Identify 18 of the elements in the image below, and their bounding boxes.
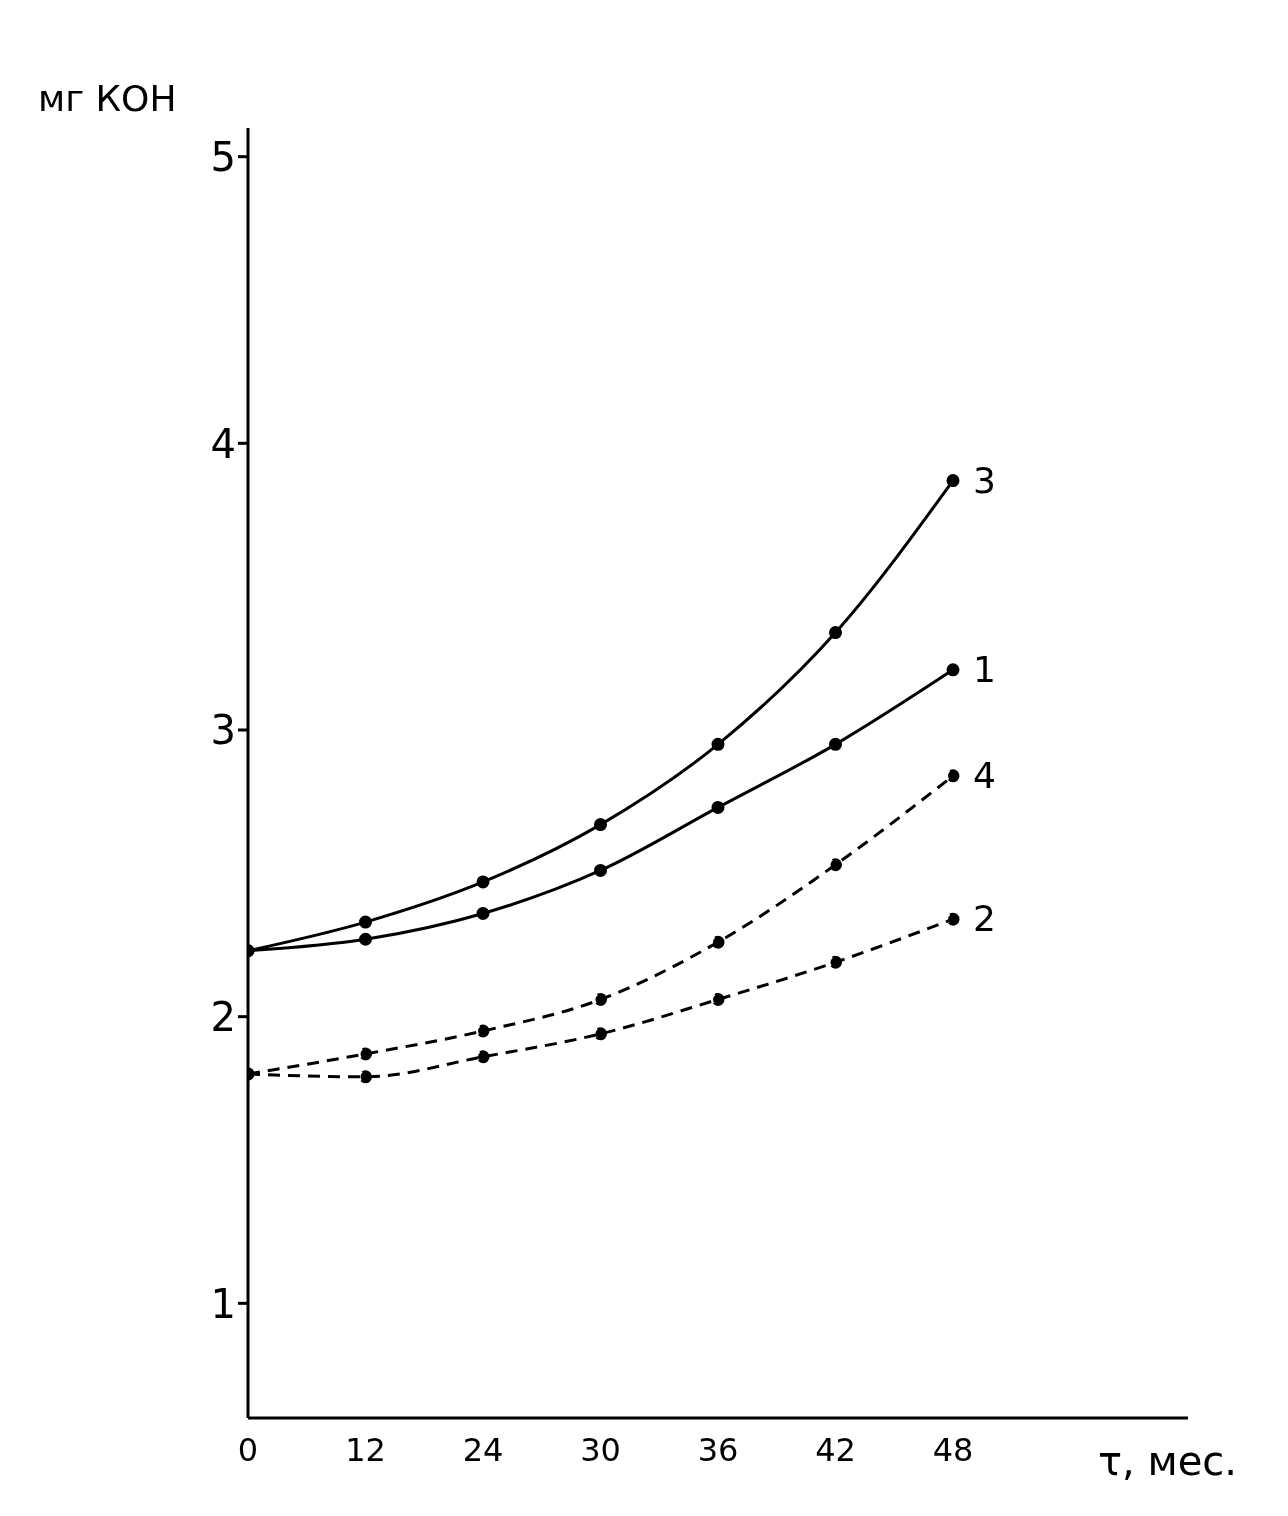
- y-tick-label: 4: [210, 420, 236, 467]
- x-tick-label: 42: [815, 1430, 856, 1469]
- y-tick-label: 3: [210, 707, 236, 754]
- x-tick-label: 12: [345, 1430, 386, 1469]
- x-tick-label: 0: [237, 1430, 259, 1469]
- series-label: 4: [973, 754, 996, 796]
- y-axis-title: мг КОН: [38, 78, 177, 119]
- x-tick-label: 48: [932, 1430, 974, 1469]
- series-label: 2: [973, 898, 996, 940]
- x-tick-label: 30: [580, 1430, 621, 1469]
- x-axis-title: τ, мес.: [1098, 1438, 1238, 1484]
- x-tick-label: 24: [462, 1430, 504, 1469]
- y-tick-label: 2: [210, 993, 236, 1040]
- series-label: 1: [973, 648, 996, 690]
- x-tick-label: 36: [697, 1430, 739, 1469]
- y-tick-label: 5: [210, 133, 236, 180]
- y-tick-label: 1: [210, 1280, 236, 1327]
- series-label: 3: [973, 459, 996, 501]
